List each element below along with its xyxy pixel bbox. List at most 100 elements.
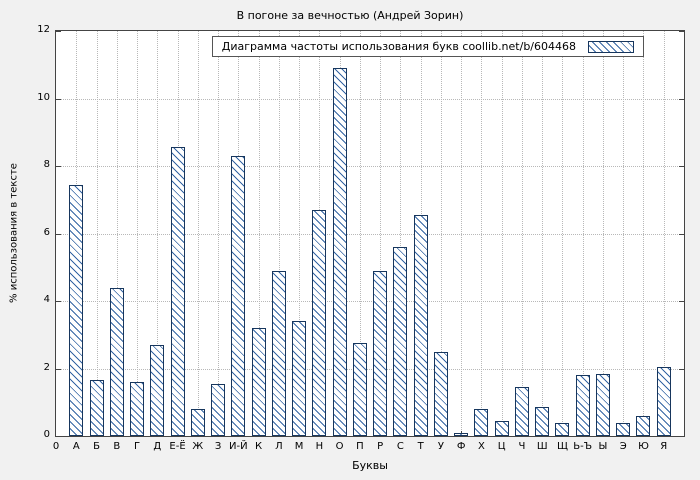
x-tick-label: Ч <box>518 441 526 452</box>
y-tick-mark <box>56 166 61 167</box>
bar <box>130 382 145 436</box>
x-tick-label: Ю <box>638 441 649 452</box>
gridline-v <box>218 31 220 436</box>
bar <box>211 383 226 436</box>
x-tick-label: Л <box>275 441 283 452</box>
bar <box>393 247 408 436</box>
y-tick-mark <box>679 233 684 235</box>
gridline-h <box>56 368 684 370</box>
y-tick-mark <box>679 368 684 370</box>
y-tick-mark <box>679 301 684 302</box>
gridline-v <box>440 31 442 436</box>
x-tick-label: В <box>113 441 121 452</box>
gridline-v <box>258 31 260 436</box>
y-tick-mark <box>679 166 684 167</box>
x-tick-label: А <box>72 441 80 452</box>
gridline-v <box>380 31 382 436</box>
x-tick-label: Ш <box>536 441 548 452</box>
bar <box>433 351 448 436</box>
y-tick-label: 0 <box>43 429 50 440</box>
x-tick-label: Г <box>133 441 141 452</box>
gridline-h <box>56 166 684 167</box>
gridline-v <box>157 31 159 436</box>
y-tick-label: 12 <box>37 24 50 35</box>
x-tick-label: У <box>437 441 444 452</box>
x-tick-label: Б <box>93 441 100 452</box>
y-tick-mark <box>56 233 61 235</box>
x-tick-label: Е-Ё <box>169 441 186 452</box>
chart-title: В погоне за вечностью (Андрей Зорин) <box>236 9 464 22</box>
bar <box>474 409 489 436</box>
plot-area: Диаграмма частоты использования букв coo… <box>55 30 685 437</box>
y-tick-mark <box>56 301 61 302</box>
x-tick-label: Ж <box>192 441 204 452</box>
y-tick-label: 6 <box>43 226 50 238</box>
legend-label: Диаграмма частоты использования букв coo… <box>221 40 576 53</box>
x-tick-label: 0 <box>52 441 60 452</box>
bar <box>89 380 104 436</box>
y-tick-mark <box>56 31 61 32</box>
gridline-v <box>116 31 118 436</box>
y-tick-mark <box>679 31 684 32</box>
y-axis-label: % использования в тексте <box>8 163 20 303</box>
gridline-v <box>582 31 584 436</box>
bar <box>251 328 266 436</box>
y-tick-label: 10 <box>37 91 50 103</box>
gridline-v <box>602 31 604 436</box>
x-tick-label: Ы <box>598 441 608 452</box>
gridline-v <box>521 31 523 436</box>
x-tick-label: Щ <box>556 441 568 452</box>
y-tick-mark <box>56 98 61 100</box>
x-tick-label: Я <box>660 441 668 452</box>
bar <box>69 184 84 436</box>
bar <box>575 375 590 436</box>
x-tick-label: Э <box>619 441 627 452</box>
gridline-v <box>197 31 199 436</box>
gridline-v <box>562 31 564 436</box>
gridline-h <box>56 233 684 235</box>
gridline-v <box>481 31 483 436</box>
x-tick-label: П <box>356 441 364 452</box>
bar <box>595 373 610 436</box>
x-tick-label: Т <box>417 441 424 452</box>
x-tick-label: З <box>214 441 222 452</box>
gridline-v <box>643 31 645 436</box>
gridline-v <box>137 31 139 436</box>
gridline-v <box>461 31 463 436</box>
x-tick-label: Р <box>377 441 384 452</box>
bar <box>352 343 367 436</box>
y-tick-mark <box>679 98 684 100</box>
bar <box>312 209 327 436</box>
bar <box>555 422 570 436</box>
bar <box>636 415 651 436</box>
x-tick-label: Н <box>315 441 324 452</box>
legend: Диаграмма частоты использования букв coo… <box>211 36 644 57</box>
gridline-v <box>299 31 301 436</box>
x-tick-label: С <box>396 441 404 452</box>
bar <box>190 409 205 436</box>
y-tick-label: 4 <box>43 294 50 305</box>
bar <box>373 270 388 436</box>
gridline-h <box>56 98 684 100</box>
bar <box>150 344 165 436</box>
gridline-v <box>400 31 402 436</box>
x-axis-label: Буквы <box>352 459 388 472</box>
x-tick-label: Д <box>153 441 162 452</box>
x-tick-label: Ф <box>456 441 466 452</box>
bar <box>109 287 124 436</box>
gridline-v <box>278 31 280 436</box>
gridline-v <box>542 31 544 436</box>
y-tick-label: 2 <box>43 361 50 373</box>
bar <box>292 321 307 436</box>
x-tick-label: О <box>335 441 344 452</box>
y-tick-mark <box>679 436 684 437</box>
bar <box>170 147 185 436</box>
y-tick-mark <box>56 436 61 437</box>
bar <box>454 432 469 436</box>
x-tick-label: И-Й <box>229 441 248 452</box>
bar <box>616 422 631 436</box>
bar <box>332 68 347 436</box>
y-tick-label: 8 <box>43 159 50 170</box>
bar <box>494 420 509 436</box>
